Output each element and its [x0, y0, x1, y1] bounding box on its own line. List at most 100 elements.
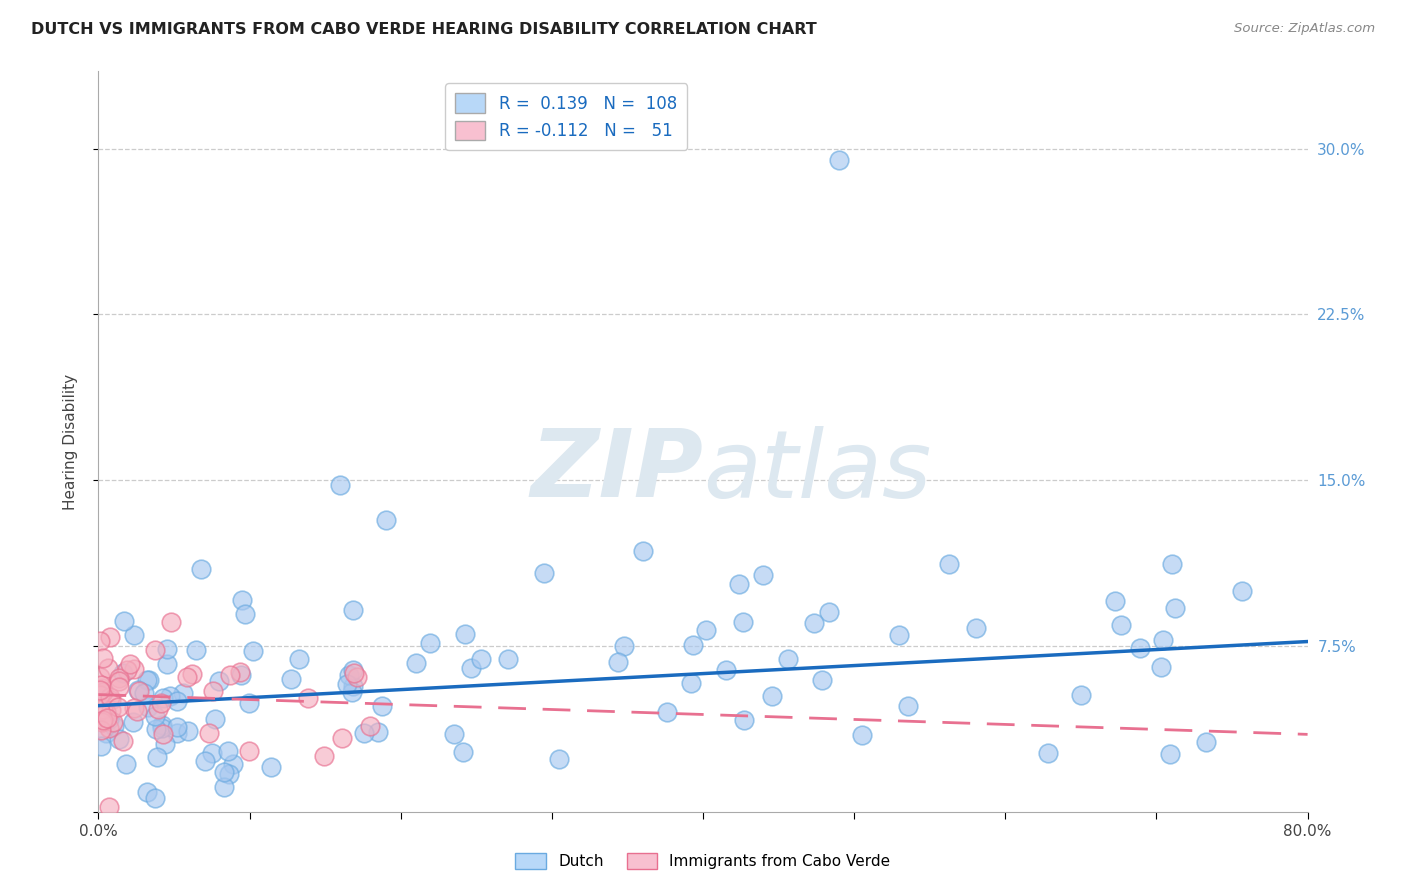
Point [121, 714, 143, 729]
Text: DUTCH VS IMMIGRANTS FROM CABO VERDE HEARING DISABILITY CORRELATION CHART: DUTCH VS IMMIGRANTS FROM CABO VERDE HEAR… [31, 22, 817, 37]
Point [655, 705, 678, 719]
Point [97, 712, 120, 726]
Point [965, 621, 987, 635]
Point [238, 744, 260, 758]
Point [101, 715, 124, 730]
Point [136, 700, 159, 714]
Point [194, 754, 217, 768]
Point [159, 689, 181, 703]
Point [146, 750, 169, 764]
Point [128, 683, 150, 698]
Point [143, 643, 166, 657]
Point [166, 720, 188, 734]
Point [851, 728, 873, 742]
Point [124, 662, 146, 676]
Text: Source: ZipAtlas.com: Source: ZipAtlas.com [1234, 22, 1375, 36]
Point [811, 673, 834, 688]
Point [115, 757, 138, 772]
Point [222, 757, 245, 772]
Point [1104, 594, 1126, 608]
Point [145, 722, 167, 736]
Point [127, 705, 149, 719]
Point [136, 785, 159, 799]
Point [176, 670, 198, 684]
Point [108, 671, 131, 685]
Point [496, 651, 519, 665]
Point [143, 790, 166, 805]
Text: atlas: atlas [703, 425, 931, 516]
Point [90, 681, 112, 695]
Point [91, 702, 114, 716]
Legend: R =  0.139   N =  108, R = -0.112   N =   51: R = 0.139 N = 108, R = -0.112 N = 51 [446, 83, 688, 150]
Point [1149, 660, 1171, 674]
Point [91, 685, 114, 699]
Point [353, 725, 375, 739]
Point [453, 627, 475, 641]
Point [803, 616, 825, 631]
Point [330, 731, 353, 745]
Point [613, 640, 636, 654]
Point [716, 663, 738, 677]
Point [460, 660, 482, 674]
Point [297, 691, 319, 706]
Point [177, 724, 200, 739]
Point [938, 558, 960, 572]
Point [89, 688, 111, 702]
Point [124, 627, 146, 641]
Point [728, 577, 751, 591]
Point [90, 723, 112, 737]
Legend: Dutch, Immigrants from Cabo Verde: Dutch, Immigrants from Cabo Verde [509, 847, 897, 875]
Point [231, 592, 253, 607]
Y-axis label: Hearing Disability: Hearing Disability [63, 374, 77, 509]
Point [288, 652, 311, 666]
Point [1152, 632, 1174, 647]
Point [94, 706, 117, 720]
Point [217, 744, 239, 758]
Point [817, 605, 839, 619]
Point [533, 566, 555, 580]
Point [218, 767, 240, 781]
Point [1163, 601, 1185, 615]
Point [143, 709, 166, 723]
Point [135, 673, 157, 687]
Point [752, 568, 775, 582]
Point [547, 752, 569, 766]
Point [89, 682, 111, 697]
Point [889, 628, 911, 642]
Point [1160, 558, 1182, 572]
Point [212, 765, 235, 780]
Point [134, 686, 156, 700]
Point [112, 614, 135, 628]
Point [1232, 584, 1254, 599]
Point [1195, 735, 1218, 749]
Point [156, 642, 179, 657]
Point [91, 714, 114, 729]
Point [166, 694, 188, 708]
Point [214, 780, 236, 794]
Point [342, 679, 364, 693]
Point [91, 650, 114, 665]
Point [120, 657, 142, 671]
Point [90, 739, 112, 753]
Point [98, 800, 121, 814]
Point [828, 153, 851, 167]
Point [1129, 641, 1152, 656]
Point [122, 701, 145, 715]
Point [419, 636, 441, 650]
Point [367, 724, 389, 739]
Point [149, 696, 172, 710]
Point [238, 696, 260, 710]
Point [679, 676, 702, 690]
Point [90, 678, 112, 692]
Point [112, 733, 135, 747]
Point [337, 668, 360, 682]
Point [470, 652, 492, 666]
Point [150, 718, 173, 732]
Point [166, 726, 188, 740]
Point [451, 746, 474, 760]
Point [370, 698, 392, 713]
Point [181, 666, 204, 681]
Point [198, 725, 221, 739]
Point [107, 673, 129, 688]
Point [231, 667, 253, 681]
